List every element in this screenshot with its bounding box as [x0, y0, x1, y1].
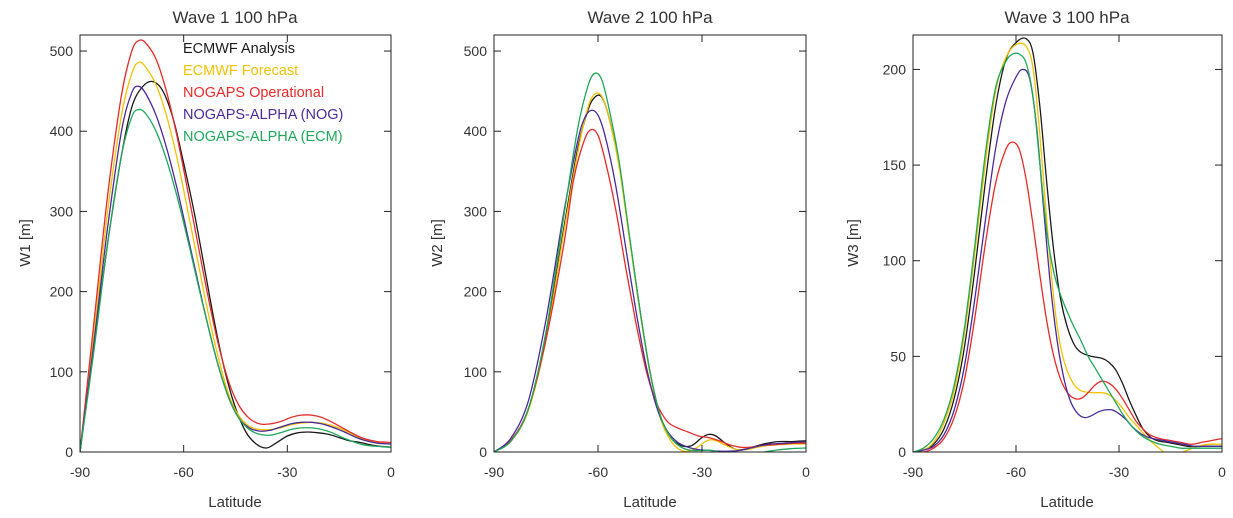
panel-title: Wave 2 100 hPa	[587, 8, 713, 27]
y-tick-label: 200	[464, 284, 488, 300]
series-line-ecmwf-analysis	[494, 94, 806, 452]
series-line-nogaps-operational	[494, 128, 806, 452]
x-tick-label: -90	[70, 464, 90, 480]
series-line-ecmwf-forecast	[80, 61, 391, 452]
x-tick-label: -30	[1109, 464, 1129, 480]
legend: ECMWF Analysis ECMWF Forecast NOGAPS Ope…	[183, 41, 343, 145]
plot-area	[913, 37, 1222, 452]
y-tick-label: 400	[464, 123, 488, 139]
panel-title: Wave 3 100 hPa	[1004, 8, 1130, 27]
x-tick-label: -90	[903, 464, 923, 480]
series-line-nogaps-operational	[80, 39, 391, 452]
legend-entry-nogaps-operational: NOGAPS Operational	[183, 85, 324, 101]
plot-frame	[493, 34, 807, 453]
plot-frame	[79, 34, 392, 453]
x-tick-label: -60	[174, 464, 194, 480]
y-tick-label: 0	[479, 444, 487, 460]
y-axis-label: W2 [m]	[429, 219, 446, 267]
panel-wave-1: Wave 1 100 hPa Latitude W1 [m] ECMWF Ana…	[17, 8, 395, 511]
series-line-nogaps-alpha-ecm	[494, 72, 806, 452]
series-line-ecmwf-analysis	[80, 80, 391, 452]
x-tick-label: 0	[387, 464, 395, 480]
y-tick-label: 200	[50, 284, 74, 300]
x-tick-label: -60	[588, 464, 608, 480]
y-tick-label: 0	[898, 444, 906, 460]
x-axis-label: Latitude	[1040, 494, 1093, 511]
y-tick-label: 500	[464, 43, 488, 59]
y-axis-label: W3 [m]	[845, 219, 862, 267]
panel-title: Wave 1 100 hPa	[172, 8, 298, 27]
y-tick-label: 150	[883, 157, 907, 173]
plot-frame	[912, 34, 1223, 453]
y-tick-label: 100	[883, 253, 907, 269]
y-tick-label: 300	[50, 203, 74, 219]
x-tick-label: -60	[1006, 464, 1026, 480]
plot-area	[494, 72, 806, 452]
y-axis-label: W1 [m]	[17, 219, 34, 267]
plot-area	[80, 39, 391, 452]
x-tick-label: -90	[484, 464, 504, 480]
panel-wave-3: Wave 3 100 hPa Latitude W3 [m] -90 -60 -30…	[845, 8, 1226, 511]
y-tick-label: 100	[464, 364, 488, 380]
x-axis-label: Latitude	[623, 494, 676, 511]
y-tick-label: 50	[890, 348, 906, 364]
legend-entry-ecmwf-forecast: ECMWF Forecast	[183, 63, 298, 79]
x-tick-label: -30	[277, 464, 297, 480]
y-tick-label: 500	[50, 43, 74, 59]
series-line-nogaps-operational	[913, 141, 1222, 452]
y-tick-label: 0	[65, 444, 73, 460]
x-tick-label: 0	[1218, 464, 1226, 480]
series-line-nogaps-alpha-nog	[913, 68, 1222, 452]
series-line-nogaps-alpha-ecm	[80, 108, 391, 452]
y-tick-label: 100	[50, 364, 74, 380]
series-line-ecmwf-analysis	[913, 37, 1222, 452]
legend-entry-nogaps-alpha-nog: NOGAPS-ALPHA (NOG)	[183, 107, 343, 123]
legend-entry-ecmwf-analysis: ECMWF Analysis	[183, 41, 295, 57]
x-axis-label: Latitude	[208, 494, 261, 511]
panel-wave-2: Wave 2 100 hPa Latitude W2 [m] -90 -60 -30…	[429, 8, 810, 511]
y-tick-label: 200	[883, 61, 907, 77]
x-tick-label: -30	[692, 464, 712, 480]
series-line-nogaps-alpha-nog	[494, 109, 806, 452]
legend-entry-nogaps-alpha-ecm: NOGAPS-ALPHA (ECM)	[183, 129, 343, 145]
y-tick-label: 300	[464, 203, 488, 219]
x-tick-label: 0	[802, 464, 810, 480]
y-tick-label: 400	[50, 123, 74, 139]
series-line-ecmwf-forecast	[494, 92, 806, 452]
series-line-nogaps-alpha-ecm	[913, 52, 1222, 452]
